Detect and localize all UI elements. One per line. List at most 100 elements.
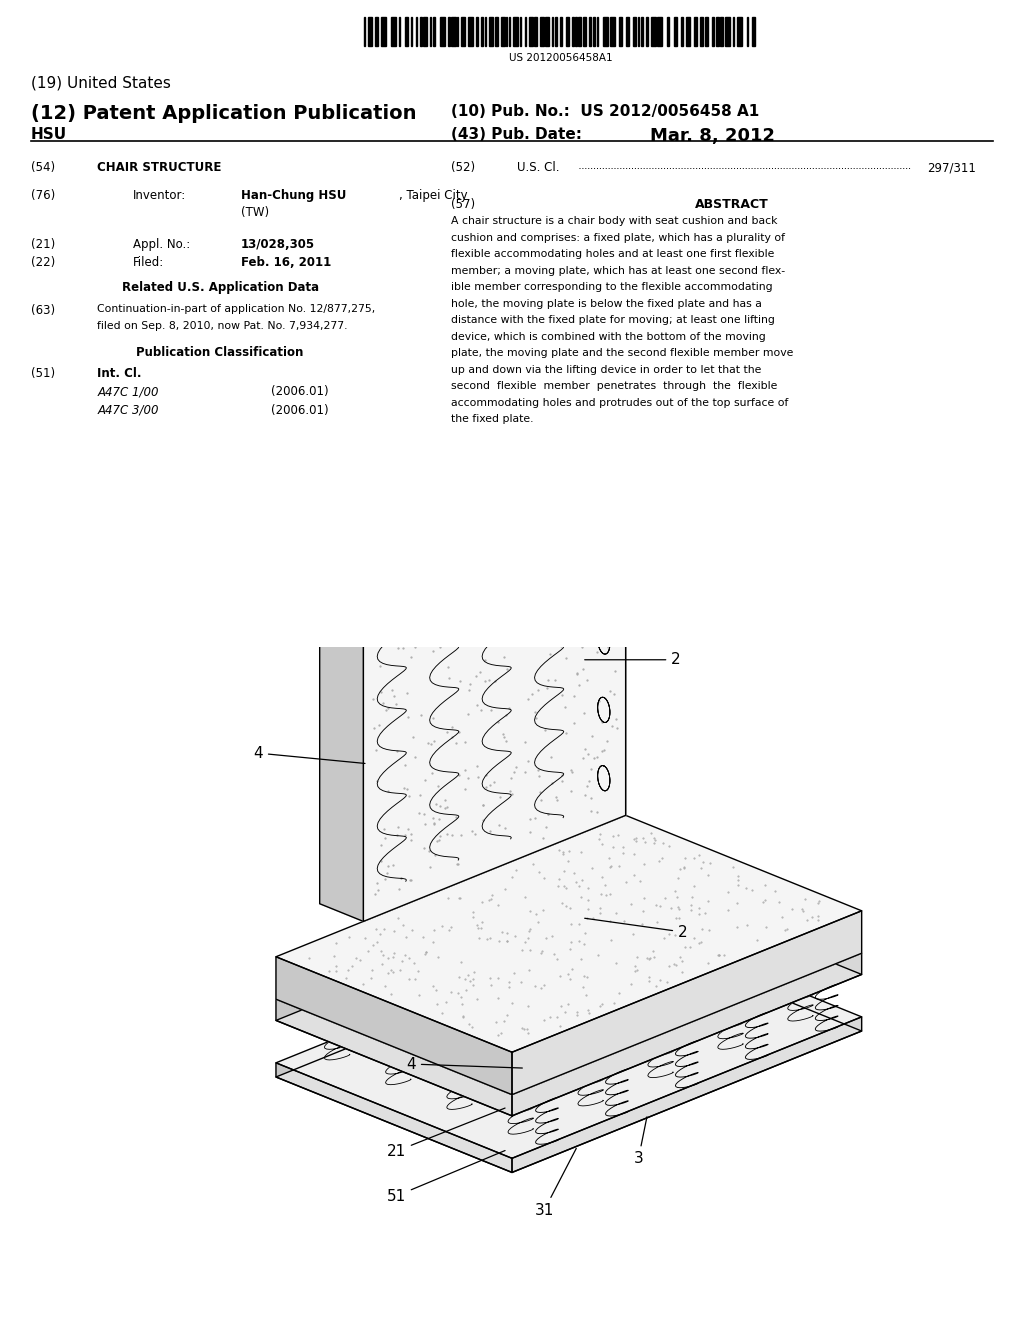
- Text: A47C 3/00: A47C 3/00: [97, 404, 159, 417]
- Bar: [716, 17, 719, 46]
- Polygon shape: [582, 521, 626, 816]
- Text: (63): (63): [31, 304, 55, 317]
- Bar: [364, 17, 365, 46]
- Bar: [713, 17, 715, 46]
- Text: ABSTRACT: ABSTRACT: [695, 198, 769, 211]
- Bar: [681, 17, 683, 46]
- Bar: [651, 17, 656, 46]
- Bar: [433, 17, 435, 46]
- Bar: [575, 17, 577, 46]
- Bar: [440, 17, 444, 46]
- Bar: [559, 17, 562, 46]
- Text: Continuation-in-part of application No. 12/877,275,: Continuation-in-part of application No. …: [97, 304, 376, 314]
- Bar: [529, 17, 532, 46]
- Bar: [667, 17, 669, 46]
- Text: (21): (21): [31, 238, 55, 251]
- Polygon shape: [319, 628, 364, 921]
- Bar: [476, 17, 478, 46]
- Text: (2006.01): (2006.01): [271, 404, 329, 417]
- Bar: [520, 17, 521, 46]
- Text: (19) United States: (19) United States: [31, 75, 171, 90]
- Text: distance with the fixed plate for moving; at least one lifting: distance with the fixed plate for moving…: [451, 315, 774, 326]
- Bar: [641, 17, 643, 46]
- Text: Int. Cl.: Int. Cl.: [97, 367, 141, 380]
- Text: 21: 21: [387, 1107, 505, 1159]
- Text: 4: 4: [407, 1056, 522, 1072]
- Polygon shape: [512, 1016, 861, 1172]
- Bar: [411, 17, 413, 46]
- Bar: [489, 17, 493, 46]
- Text: (52): (52): [451, 161, 475, 174]
- Bar: [457, 17, 459, 46]
- Bar: [705, 17, 708, 46]
- Bar: [416, 17, 417, 46]
- Bar: [627, 17, 629, 46]
- Polygon shape: [512, 953, 861, 1115]
- Text: Feb. 16, 2011: Feb. 16, 2011: [241, 256, 331, 269]
- Text: (54): (54): [31, 161, 55, 174]
- Text: Publication Classification: Publication Classification: [136, 346, 304, 359]
- Bar: [506, 17, 507, 46]
- Bar: [583, 17, 586, 46]
- Text: HSU: HSU: [31, 127, 67, 141]
- Bar: [700, 17, 703, 46]
- Text: Appl. No.:: Appl. No.:: [133, 238, 190, 251]
- Text: (2006.01): (2006.01): [271, 385, 329, 399]
- Bar: [746, 17, 749, 46]
- Bar: [481, 17, 482, 46]
- Polygon shape: [512, 911, 861, 1094]
- Bar: [449, 17, 450, 46]
- Bar: [368, 17, 373, 46]
- Bar: [566, 17, 568, 46]
- Text: device, which is combined with the bottom of the moving: device, which is combined with the botto…: [451, 333, 765, 342]
- Text: CHAIR STRUCTURE: CHAIR STRUCTURE: [97, 161, 221, 174]
- Text: 2: 2: [585, 919, 688, 940]
- Bar: [501, 17, 505, 46]
- Bar: [552, 17, 553, 46]
- Text: up and down via the lifting device in order to let that the: up and down via the lifting device in or…: [451, 366, 761, 375]
- Bar: [674, 17, 677, 46]
- Text: US 20120056458A1: US 20120056458A1: [509, 53, 613, 63]
- Polygon shape: [276, 999, 512, 1115]
- Text: hole, the moving plate is below the fixed plate and has a: hole, the moving plate is below the fixe…: [451, 300, 762, 309]
- Text: 297/311: 297/311: [927, 161, 976, 174]
- Bar: [404, 17, 408, 46]
- Bar: [725, 17, 730, 46]
- Text: accommodating holes and protrudes out of the top surface of: accommodating holes and protrudes out of…: [451, 399, 787, 408]
- Text: Related U.S. Application Data: Related U.S. Application Data: [122, 281, 318, 294]
- Bar: [381, 17, 386, 46]
- Text: , Taipei City: , Taipei City: [399, 189, 468, 202]
- Text: ible member corresponding to the flexible accommodating: ible member corresponding to the flexibl…: [451, 282, 772, 293]
- Text: (10) Pub. No.:  US 2012/0056458 A1: (10) Pub. No.: US 2012/0056458 A1: [451, 104, 759, 119]
- Text: second  flexible  member  penetrates  through  the  flexible: second flexible member penetrates throug…: [451, 381, 777, 392]
- Text: 4: 4: [253, 746, 365, 763]
- Text: (51): (51): [31, 367, 55, 380]
- Text: (22): (22): [31, 256, 55, 269]
- Bar: [752, 17, 755, 46]
- Polygon shape: [276, 957, 512, 1094]
- Bar: [733, 17, 734, 46]
- Bar: [461, 17, 465, 46]
- Polygon shape: [276, 921, 861, 1159]
- Polygon shape: [276, 1063, 512, 1172]
- Text: Mar. 8, 2012: Mar. 8, 2012: [650, 127, 775, 145]
- Polygon shape: [276, 879, 861, 1115]
- Bar: [468, 17, 473, 46]
- Bar: [572, 17, 574, 46]
- Bar: [524, 17, 526, 46]
- Bar: [423, 17, 427, 46]
- Bar: [737, 17, 742, 46]
- Bar: [375, 17, 378, 46]
- Bar: [451, 17, 456, 46]
- Bar: [589, 17, 591, 46]
- Polygon shape: [276, 816, 861, 1052]
- Polygon shape: [319, 521, 626, 645]
- Bar: [686, 17, 689, 46]
- Bar: [593, 17, 595, 46]
- Polygon shape: [276, 936, 861, 1172]
- Bar: [620, 17, 622, 46]
- Text: plate, the moving plate and the second flexible member move: plate, the moving plate and the second f…: [451, 348, 793, 359]
- Bar: [484, 17, 486, 46]
- Bar: [495, 17, 499, 46]
- Text: Han-Chung HSU: Han-Chung HSU: [241, 189, 346, 202]
